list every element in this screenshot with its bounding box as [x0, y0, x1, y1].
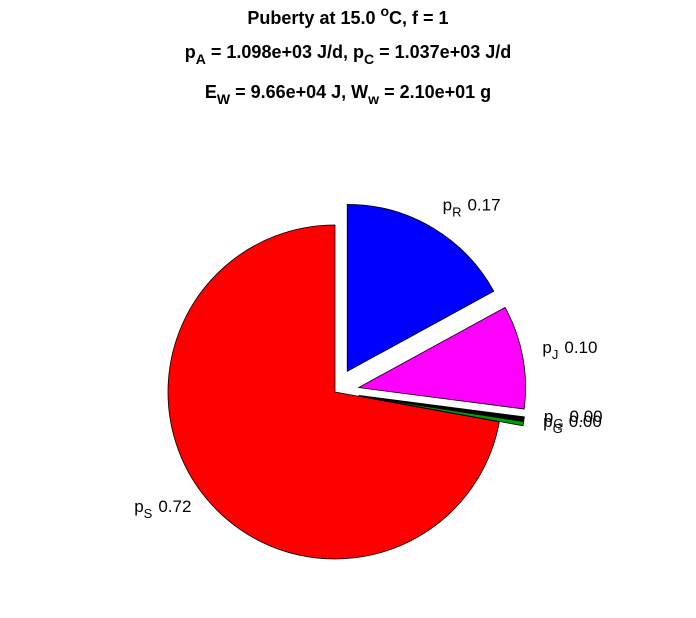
script-text: S [144, 506, 153, 521]
value-label: 0.72 [158, 497, 191, 516]
script-text: o [380, 3, 389, 19]
script-text: A [196, 51, 206, 67]
script-text: G [553, 421, 563, 436]
text-segment: p [542, 338, 551, 357]
text-segment: C, f = 1 [389, 8, 449, 28]
script-text: J [552, 347, 559, 362]
text-segment: p [134, 497, 143, 516]
value-label: 0.17 [467, 195, 500, 214]
chart-title: Puberty at 15.0 oC, f = 1 [247, 3, 448, 28]
script-text: R [452, 204, 461, 219]
script-text: C [364, 51, 374, 67]
script-text: G [553, 416, 563, 431]
pie-slice [357, 306, 526, 410]
chart-title: pA = 1.098e+03 J/d, pC = 1.037e+03 J/d [185, 42, 511, 67]
text-segment: p [185, 42, 196, 62]
slice-label: pS 0.72 [134, 497, 191, 521]
text-segment: p [543, 412, 552, 431]
text-segment: = 2.10e+01 g [379, 82, 491, 102]
pie-slice [346, 203, 495, 373]
slice-label: pJ 0.10 [542, 338, 597, 362]
text-segment: E [205, 82, 217, 102]
slice-label: pG 0.00 [544, 407, 603, 431]
text-segment: Puberty at 15.0 [247, 8, 380, 28]
text-segment: p [544, 407, 553, 426]
pie-slice [358, 394, 525, 422]
value-label: 0.00 [570, 407, 603, 426]
value-label: 0.10 [564, 338, 597, 357]
text-segment: = 1.098e+03 J/d, p [206, 42, 364, 62]
text-segment: = 1.037e+03 J/d [374, 42, 511, 62]
script-text: W [217, 91, 231, 107]
script-text: w [367, 91, 379, 107]
pie-slice [167, 224, 500, 560]
text-segment: = 9.66e+04 J, W [230, 82, 368, 102]
slice-label: pG 0.00 [543, 412, 602, 436]
slice-label: pR 0.17 [443, 195, 501, 219]
value-label: 0.00 [569, 412, 602, 431]
text-segment: p [443, 195, 452, 214]
chart-title: EW = 9.66e+04 J, Ww = 2.10e+01 g [205, 82, 491, 107]
